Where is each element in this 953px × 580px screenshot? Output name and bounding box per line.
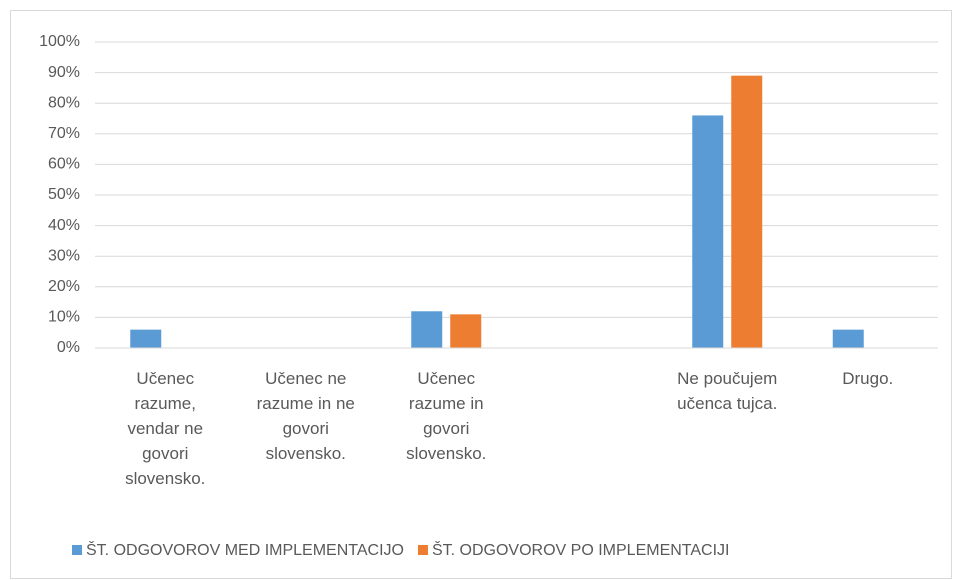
legend-label: ŠT. ODGOVOROV MED IMPLEMENTACIJO [86, 540, 404, 559]
x-tick-label: Ne poučujem učenca tujca. [677, 369, 778, 413]
y-tick-label: 20% [48, 278, 80, 295]
y-tick-label: 60% [48, 156, 80, 173]
y-tick-label: 70% [48, 125, 80, 142]
chart-border [10, 10, 952, 579]
y-tick-label: 30% [48, 247, 80, 264]
bar [692, 115, 724, 348]
y-tick-label: 100% [39, 33, 80, 50]
x-tick-label: Učenec ne razume in ne govori slovensko. [256, 369, 355, 463]
x-tick-label: Drugo. [842, 369, 894, 388]
y-tick-label: 40% [48, 217, 80, 234]
bar [130, 329, 162, 348]
legend-swatch [417, 545, 428, 555]
y-tick-label: 80% [48, 94, 80, 111]
legend-label: ŠT. ODGOVOROV PO IMPLEMENTACIJI [432, 540, 730, 559]
y-tick-label: 0% [57, 339, 80, 356]
bar [731, 75, 763, 348]
x-tick-label: Učenec razume in govori slovensko. [406, 369, 487, 463]
legend-swatch [72, 545, 82, 555]
bar [832, 329, 864, 348]
x-tick-label: Učenec razume, vendar ne govori slovensk… [125, 369, 206, 488]
y-tick-label: 50% [48, 186, 80, 203]
bar [450, 314, 482, 348]
y-tick-label: 10% [48, 309, 80, 326]
y-tick-label: 90% [48, 64, 80, 81]
bar [411, 311, 443, 348]
